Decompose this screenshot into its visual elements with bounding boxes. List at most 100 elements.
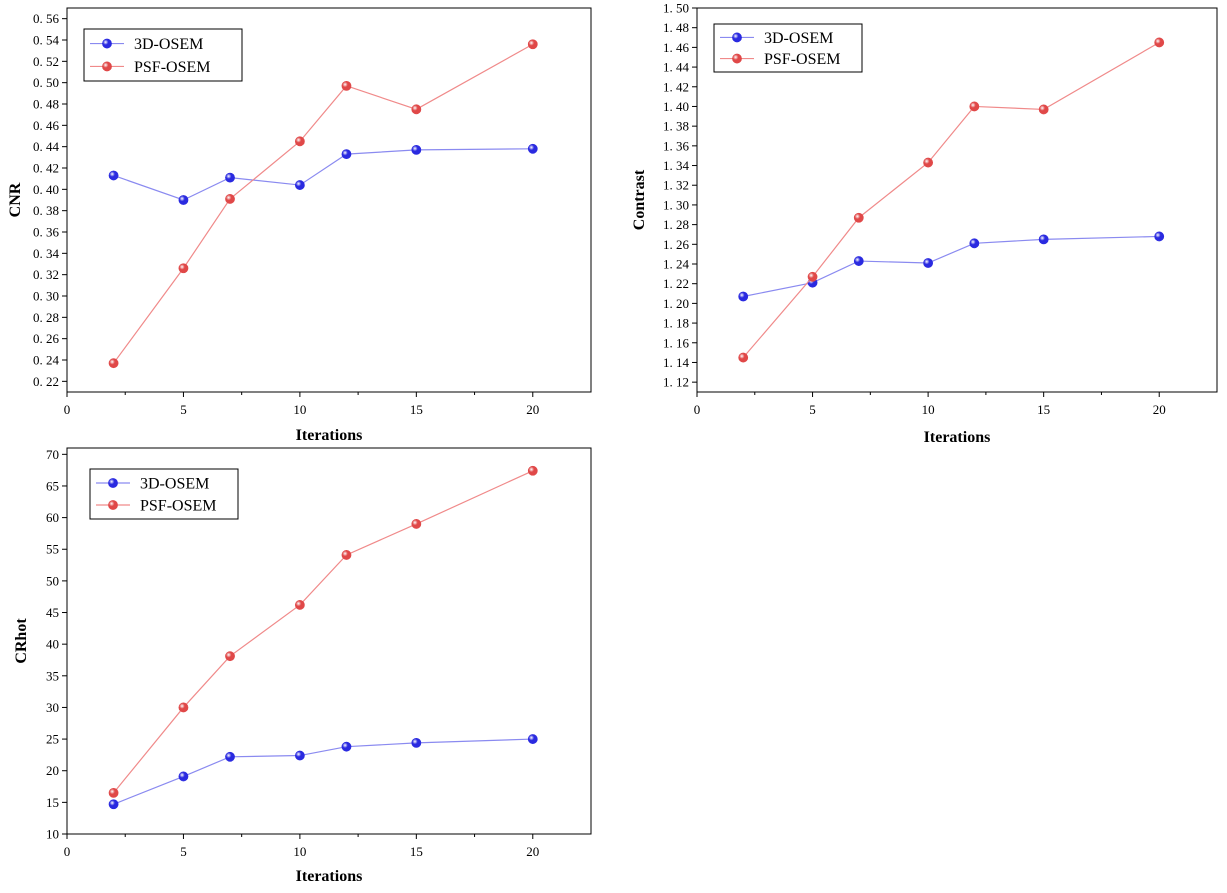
y-tick-label: 0. 26 [33, 331, 60, 346]
data-point-3d-osem [178, 195, 189, 205]
data-point-3d-osem [1154, 231, 1165, 242]
data-point-psf-osem [411, 519, 422, 529]
y-tick-label: 1. 36 [663, 138, 690, 153]
y-axis-title: Contrast [631, 169, 648, 230]
data-point-3d-osem [225, 751, 235, 762]
data-point-3d-osem [341, 741, 352, 752]
data-point-psf-osem [969, 101, 980, 112]
legend-swatch-marker-3d-osem [732, 32, 742, 43]
y-tick-label: 0. 22 [33, 374, 59, 389]
series-line-3d-osem [113, 148, 533, 201]
y-tick-label: 15 [46, 795, 59, 810]
data-point-psf-osem [923, 157, 934, 168]
data-point-psf-osem [178, 263, 189, 274]
data-point-psf-osem [108, 358, 119, 369]
data-point-psf-osem [527, 39, 538, 50]
chart-crhot: 0 5 10 15 20 10 15 20 25 30 35 40 45 50 55 60 65 70 Iterat… [13, 447, 592, 885]
y-tick-label: 0. 48 [33, 97, 59, 112]
data-point-psf-osem [294, 136, 305, 147]
x-tick-label: 20 [1153, 402, 1166, 417]
y-tick-label: 25 [46, 732, 59, 747]
legend: 3D-OSEM PSF-OSEM [713, 23, 863, 73]
y-tick-label: 0. 54 [33, 33, 60, 48]
y-tick-label: 1. 50 [663, 1, 689, 16]
y-tick-label: 0. 38 [33, 203, 59, 218]
data-point-psf-osem [807, 271, 818, 282]
y-tick-label: 1. 46 [663, 40, 690, 55]
y-tick-label: 1. 16 [663, 335, 690, 350]
y-tick-label: 0. 28 [33, 310, 59, 325]
y-tick-label: 1. 12 [663, 375, 689, 390]
chart-contrast: 0 5 10 15 20 1. 12 1. 14 1. 16 1. 18 1. 20 1. 22 1.… [631, 1, 1218, 446]
y-tick-label: 0. 30 [33, 289, 59, 304]
y-tick-label: 1. 42 [663, 79, 689, 94]
x-tick-label: 5 [180, 402, 187, 417]
y-tick-label: 1. 28 [663, 217, 689, 232]
y-tick-label: 1. 48 [663, 20, 689, 35]
x-tick-label: 10 [293, 844, 306, 859]
legend: 3D-OSEM PSF-OSEM [89, 468, 239, 520]
y-tick-label: 1. 26 [663, 237, 690, 252]
y-tick-label: 1. 38 [663, 119, 689, 134]
data-point-psf-osem [178, 702, 189, 713]
data-point-psf-osem [411, 104, 422, 115]
legend-label-3d-osem: 3D-OSEM [764, 30, 833, 47]
legend-label-psf-osem: PSF-OSEM [764, 51, 840, 68]
data-point-psf-osem [527, 465, 538, 476]
plot-frame [66, 447, 592, 835]
data-point-psf-osem [853, 212, 864, 223]
data-point-3d-osem [527, 143, 538, 154]
x-tick-label: 0 [64, 844, 71, 859]
y-tick-label: 1. 20 [663, 296, 689, 311]
y-axis-title: CRhot [13, 618, 30, 664]
y-tick-label: 1. 32 [663, 178, 689, 193]
y-tick-label: 0. 50 [33, 75, 59, 90]
x-tick-label: 5 [180, 844, 187, 859]
data-point-3d-osem [178, 771, 189, 782]
legend-box [89, 468, 239, 520]
data-point-3d-osem [969, 238, 980, 249]
x-tick-label: 0 [694, 402, 701, 417]
y-tick-label: 0. 44 [33, 139, 60, 154]
y-tick-label: 0. 46 [33, 118, 60, 133]
y-tick-label: 65 [46, 478, 59, 493]
series-line-psf-osem [742, 41, 1160, 358]
legend-swatch-marker-psf-osem [732, 53, 742, 64]
y-tick-label: 50 [46, 573, 59, 588]
y-tick-label: 1. 34 [663, 158, 690, 173]
data-point-3d-osem [527, 734, 538, 744]
y-tick-label: 40 [46, 637, 59, 652]
y-tick-label: 45 [46, 605, 59, 620]
data-point-psf-osem [1154, 37, 1165, 48]
y-tick-label: 0. 24 [33, 353, 60, 368]
x-tick-label: 10 [922, 402, 935, 417]
x-tick-label: 20 [526, 844, 539, 859]
y-tick-label: 1. 14 [663, 355, 690, 370]
legend-box [83, 28, 243, 82]
data-point-3d-osem [108, 170, 119, 181]
series-line-3d-osem [113, 738, 533, 805]
data-point-3d-osem [108, 799, 119, 810]
data-point-psf-osem [341, 550, 352, 560]
chart-cnr: 0 5 10 15 20 0. 22 0. 24 0. 26 0. 28 0. 30 0. 32 0.… [7, 7, 592, 444]
data-point-psf-osem [108, 787, 119, 798]
legend-label-3d-osem: 3D-OSEM [134, 36, 203, 53]
y-tick-label: 0. 42 [33, 161, 59, 176]
x-axis-title: Iterations [924, 429, 991, 446]
data-point-3d-osem [294, 750, 305, 761]
data-point-psf-osem [225, 194, 235, 204]
x-tick-label: 15 [410, 402, 423, 417]
y-tick-label: 0. 36 [33, 225, 60, 240]
x-tick-label: 5 [809, 402, 816, 417]
data-point-psf-osem [294, 600, 305, 610]
data-point-psf-osem [1038, 104, 1049, 115]
x-axis-title: Iterations [296, 868, 363, 885]
x-tick-label: 0 [64, 402, 71, 417]
data-point-3d-osem [294, 180, 305, 190]
data-point-psf-osem [341, 80, 352, 91]
x-tick-label: 10 [293, 402, 306, 417]
data-point-psf-osem [225, 651, 235, 662]
y-axis-title: CNR [7, 182, 24, 217]
